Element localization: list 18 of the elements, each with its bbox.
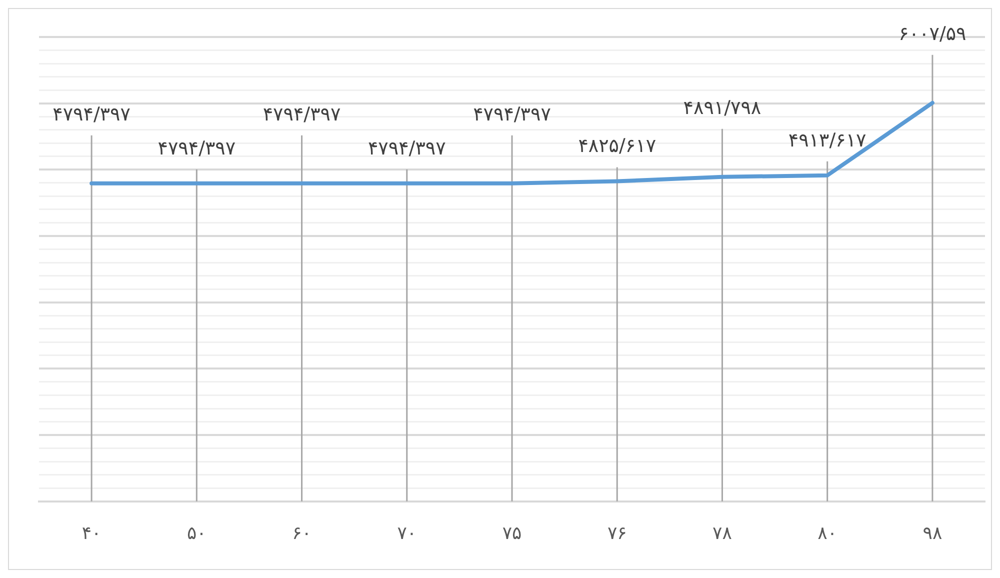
data-label: ۴۷۹۴/۳۹۷ (262, 103, 341, 126)
data-label: ۴۷۹۴/۳۹۷ (368, 137, 446, 160)
x-tick-label: ۵۰ (186, 522, 206, 544)
x-tick-label: ۶۰ (292, 522, 312, 544)
data-label: ۴۸۹۱/۷۹۸ (683, 96, 762, 119)
x-tick-label: ۴۰ (82, 522, 102, 544)
data-label: ۴۷۹۴/۳۹۷ (158, 137, 236, 160)
x-tick-label: ۷۰ (397, 522, 417, 544)
x-tick-label: ۷۸ (712, 522, 732, 544)
x-tick-label: ۷۵ (502, 522, 522, 544)
data-label: ۶۰۰۷/۵۹ (898, 22, 966, 45)
x-tick-label: ۷۶ (607, 522, 627, 544)
x-tick-label: ۸۰ (818, 522, 838, 544)
data-label: ۴۹۱۳/۶۱۷ (788, 129, 866, 152)
x-tick-label: ۹۸ (922, 522, 942, 544)
data-label: ۴۸۲۵/۶۱۷ (578, 135, 656, 158)
data-label: ۴۷۹۴/۳۹۷ (52, 103, 130, 126)
data-label: ۴۷۹۴/۳۹۷ (473, 103, 551, 126)
